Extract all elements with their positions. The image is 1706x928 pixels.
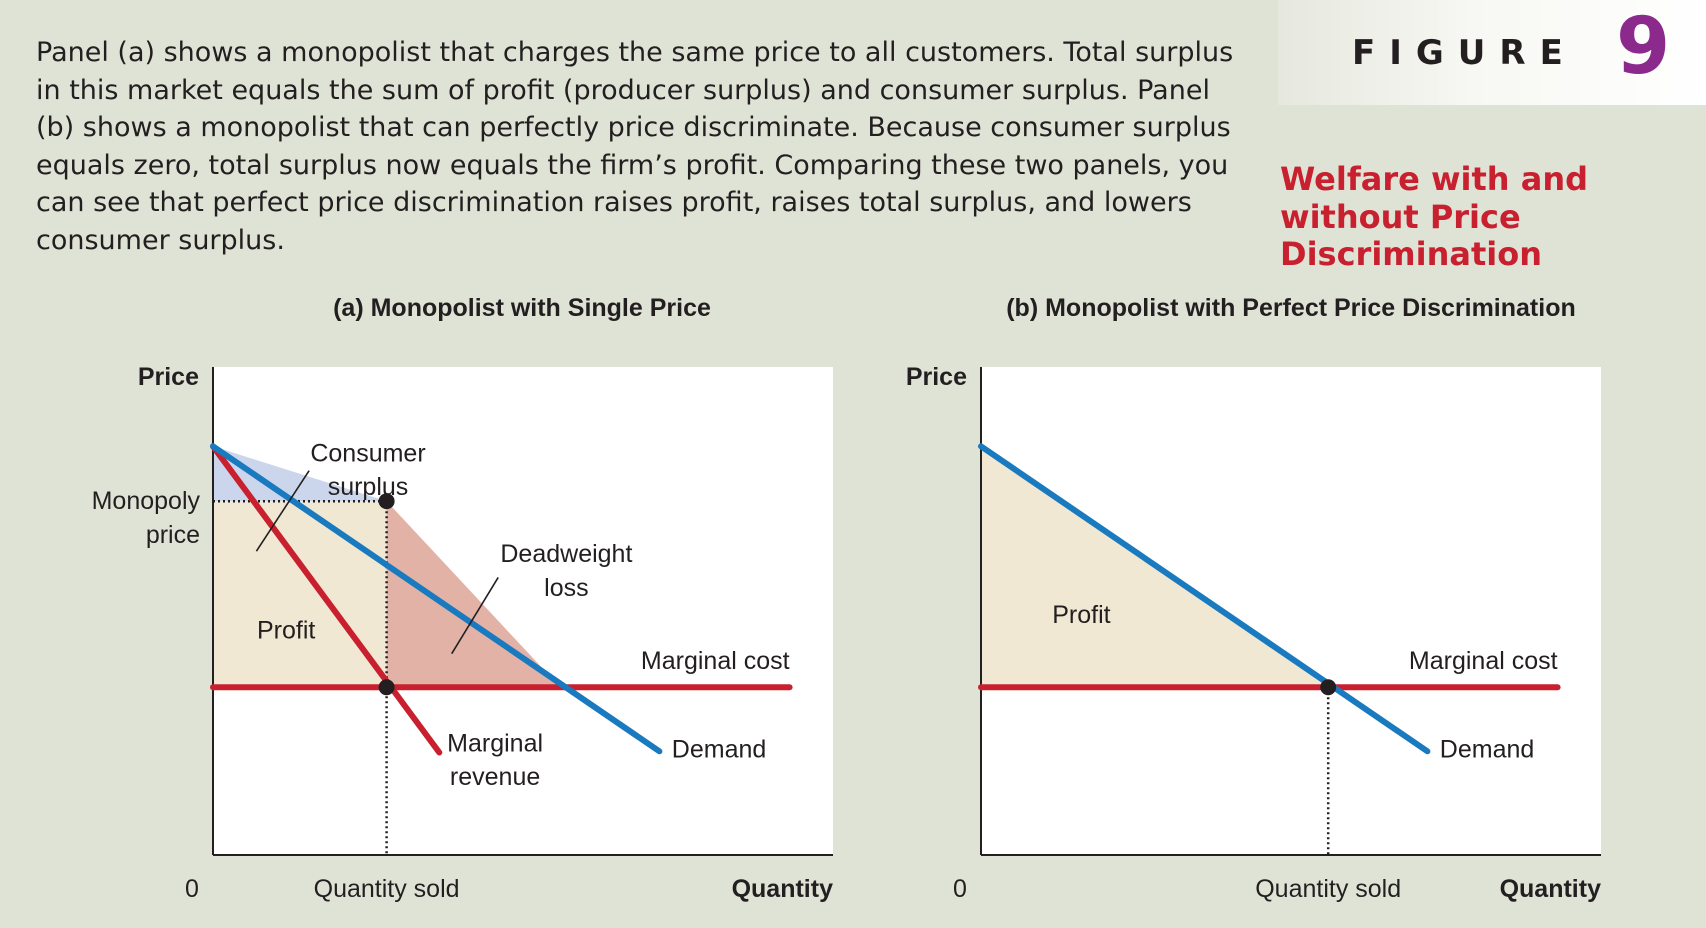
annotation-label: Marginal cost (641, 647, 790, 675)
profit-area (213, 501, 387, 688)
origin-label: 0 (185, 875, 199, 903)
panel-title: (a) Monopolist with Single Price (333, 294, 711, 322)
demand-line (978, 443, 1431, 755)
origin-label: 0 (953, 875, 967, 903)
y-axis-label: Price (138, 363, 199, 391)
panel-title: (b) Monopolist with Perfect Price Discri… (1006, 294, 1576, 322)
annotation-leader (451, 577, 499, 655)
x-axis-label: Quantity (1500, 875, 1601, 903)
figure-title: Welfare with and without Price Discrimin… (1280, 160, 1588, 273)
figure-number: 9 (1616, 2, 1671, 92)
figure-label: FIGURE (1352, 33, 1577, 73)
annotation-leader (255, 470, 310, 552)
annotation-label: Demand (672, 735, 767, 763)
demand-line (210, 443, 663, 755)
y-tick-label: Monopoly price (92, 487, 201, 549)
annotation-label: Demand (1440, 735, 1535, 763)
x-tick-label: Quantity sold (314, 875, 460, 903)
annotation-label: Deadweight (500, 540, 632, 568)
figure-header-band (1278, 0, 1706, 105)
chart-panel-b: (b) Monopolist with Perfect Price Discri… (906, 294, 1601, 903)
annotation-label: Consumer (310, 440, 425, 468)
chart-panel-a: (a) Monopolist with Single Price Consumer… (92, 294, 833, 903)
equilibrium-point (378, 679, 395, 696)
annotation-label: Profit (257, 616, 315, 644)
consumer-surplus-area (213, 446, 387, 502)
figure-caption: Panel (a) shows a monopolist that charge… (36, 37, 1234, 256)
annotation-label: Profit (1052, 601, 1110, 629)
annotation-label: surplus (328, 473, 409, 501)
annotation-label: Marginal cost (1409, 647, 1558, 675)
annotation-label: Marginal (447, 729, 543, 757)
marginal-revenue-line (210, 443, 443, 756)
x-axis-label: Quantity (732, 875, 833, 903)
annotation-label: revenue (450, 763, 540, 791)
y-axis-label: Price (906, 363, 967, 391)
equilibrium-point (378, 493, 395, 510)
equilibrium-point (1320, 679, 1337, 696)
x-tick-label: Quantity sold (1255, 875, 1401, 903)
deadweight-loss-area (386, 501, 561, 688)
annotation-label: loss (544, 574, 588, 602)
